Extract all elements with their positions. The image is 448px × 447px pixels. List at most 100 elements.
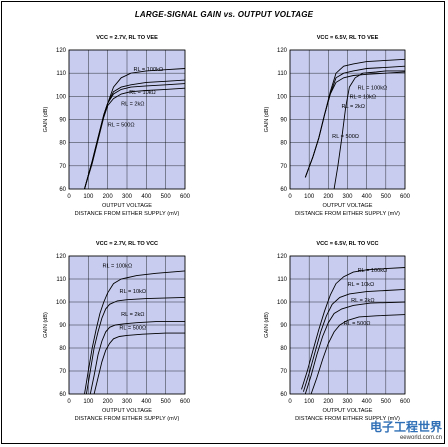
chart-panel-top-right: 0 100 200 300 400 500 600 60 70 80 90 100 110 120 VCC … (264, 35, 411, 217)
series-line (85, 296, 185, 394)
x-tick-label: 100 (304, 399, 315, 405)
x-tick-label: 300 (122, 399, 133, 405)
y-tick-label: 120 (277, 254, 288, 260)
y-tick-label: 80 (59, 346, 66, 352)
y-tick-label: 110 (56, 71, 66, 77)
curve-label: RL = 2kΩ (121, 312, 144, 318)
x-tick-label: 600 (180, 194, 191, 200)
x-tick-label: 500 (381, 399, 392, 405)
chart-title: VCC = 6.5V, RL TO VEE (317, 35, 379, 41)
plot-border (289, 49, 406, 190)
x-tick-label: 500 (161, 399, 172, 405)
x-tick-label: 300 (122, 194, 133, 200)
y-tick-label: 90 (59, 118, 66, 124)
x-tick-label: 100 (83, 399, 94, 405)
x-tick-label: 200 (323, 399, 334, 405)
y-tick-label: 100 (277, 300, 288, 306)
y-tick-label: 120 (56, 254, 67, 260)
curve-label: RL = 100kΩ (358, 268, 388, 274)
y-tick-label: 100 (277, 94, 288, 100)
x-axis-label-line1: OUTPUT VOLTAGE (322, 408, 372, 414)
curve-label: RL = 10kΩ (129, 90, 156, 96)
x-tick-label: 600 (180, 399, 191, 405)
y-axis-label: GAIN (dB) (43, 312, 49, 338)
watermark-sub: eeworld.com.cn (399, 435, 442, 441)
x-tick-label: 100 (304, 194, 315, 200)
plot-border (68, 49, 186, 190)
x-tick-label: 600 (400, 194, 411, 200)
curve-label: RL = 10kΩ (350, 95, 377, 101)
x-axis-label-line2: DISTANCE FROM EITHER SUPPLY (mV) (75, 416, 180, 422)
plot-border (68, 255, 186, 395)
x-tick-label: 0 (288, 399, 292, 405)
x-tick-label: 500 (381, 194, 392, 200)
curve-label: RL = 10kΩ (120, 289, 147, 295)
x-tick-label: 400 (141, 194, 152, 200)
watermark-main: 电子工程世界 (369, 420, 442, 434)
y-tick-label: 120 (56, 48, 67, 54)
plot-border (289, 255, 406, 395)
chart-panel-bottom-left: 0 100 200 300 400 500 600 60 70 80 90 100 110 120 VCC … (43, 241, 191, 422)
x-tick-label: 0 (67, 194, 71, 200)
y-tick-label: 60 (59, 187, 66, 193)
y-tick-label: 100 (56, 94, 67, 100)
series-line (304, 301, 405, 394)
x-tick-label: 300 (342, 194, 353, 200)
y-tick-label: 90 (280, 323, 287, 329)
x-axis-label-line1: OUTPUT VOLTAGE (102, 203, 152, 209)
curve-label: RL = 2kΩ (351, 298, 374, 304)
curve-label: RL = 100kΩ (358, 85, 388, 91)
y-axis-label: GAIN (dB) (264, 106, 270, 132)
x-tick-label: 500 (161, 194, 172, 200)
series-line (301, 267, 405, 390)
x-tick-label: 600 (400, 399, 411, 405)
chart-panel-top-left: 0 100 200 300 400 500 600 60 70 80 90 100 110 120 VCC … (43, 35, 191, 217)
x-axis-label-line1: OUTPUT VOLTAGE (102, 408, 152, 414)
chart-title: VCC = 2.7V, RL TO VCC (96, 241, 158, 247)
y-tick-label: 110 (277, 71, 287, 77)
y-tick-label: 70 (280, 164, 287, 170)
curve-label: RL = 2kΩ (121, 102, 144, 108)
curve-label: RL = 500Ω (108, 122, 135, 128)
watermark-logo: 电子工程世界 eeworld.com.cn (364, 421, 442, 443)
y-tick-label: 60 (280, 187, 287, 193)
y-tick-label: 70 (59, 164, 66, 170)
x-axis-label-line2: DISTANCE FROM EITHER SUPPLY (mV) (295, 211, 400, 217)
x-tick-label: 400 (141, 399, 152, 405)
x-tick-label: 300 (342, 399, 353, 405)
x-tick-label: 200 (103, 399, 114, 405)
series-line (302, 288, 405, 392)
series-line (310, 314, 405, 394)
series-line (304, 71, 405, 178)
y-tick-label: 70 (280, 369, 287, 375)
series-line (84, 83, 185, 189)
series-line (333, 70, 405, 189)
series-line (84, 270, 185, 394)
y-tick-label: 80 (59, 141, 66, 147)
x-tick-label: 400 (362, 194, 373, 200)
x-tick-label: 0 (288, 194, 292, 200)
curve-label: RL = 10kΩ (348, 282, 375, 288)
y-tick-label: 90 (59, 323, 66, 329)
chart-title: VCC = 2.7V, RL TO VEE (96, 35, 158, 41)
y-tick-label: 90 (280, 118, 287, 124)
y-tick-label: 80 (280, 141, 287, 147)
curve-label: RL = 2kΩ (342, 104, 365, 110)
series-line (89, 321, 185, 394)
series-line (93, 332, 185, 394)
curve-label: RL = 500Ω (332, 134, 359, 140)
curve-label: RL = 100kΩ (103, 264, 133, 270)
x-axis-label-line2: DISTANCE FROM EITHER SUPPLY (mV) (75, 211, 180, 217)
y-tick-label: 110 (56, 277, 66, 283)
x-tick-label: 100 (83, 194, 94, 200)
x-tick-label: 200 (103, 194, 114, 200)
x-tick-label: 0 (67, 399, 71, 405)
curve-label: RL = 500Ω (119, 326, 146, 332)
chart-panel-bottom-right: 0 100 200 300 400 500 600 60 70 80 90 100 110 120 VCC … (264, 241, 411, 422)
series-line (84, 87, 185, 189)
x-axis-label-line1: OUTPUT VOLTAGE (322, 203, 372, 209)
curve-label: RL = 500Ω (344, 321, 371, 327)
y-tick-label: 80 (280, 346, 287, 352)
